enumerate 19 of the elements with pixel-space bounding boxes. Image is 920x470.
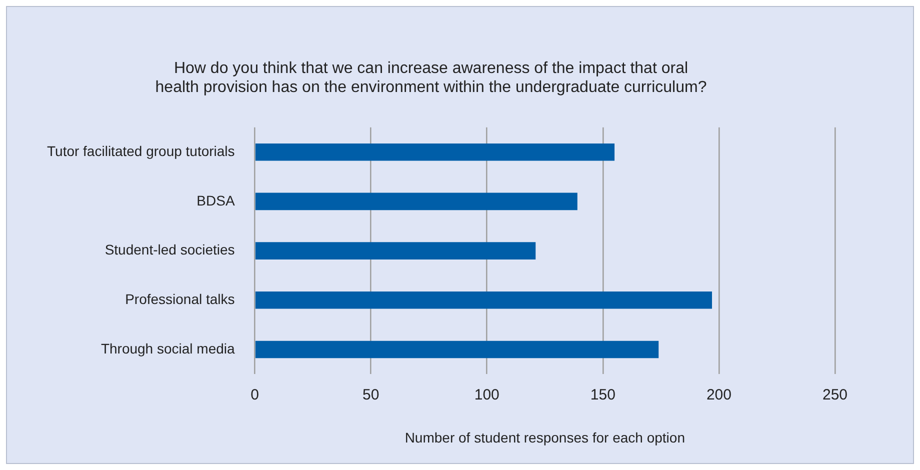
- y-tick-label: Professional talks: [125, 291, 235, 308]
- bar: [255, 242, 536, 260]
- x-tick-label: 150: [590, 386, 616, 404]
- text: health provision has on the environment within the undergraduate curriculum?: [155, 79, 707, 96]
- text: How do you think that we can increase awareness of the impact that oral: [174, 60, 688, 78]
- y-tick-label: BDSA: [196, 192, 236, 208]
- bar: [255, 340, 659, 358]
- bar: [255, 192, 578, 210]
- x-tick-label: 200: [706, 386, 732, 404]
- y-tick-label: Through social media: [100, 340, 235, 356]
- y-tick-label: Student-led societies: [104, 242, 235, 258]
- y-tick-label: Tutor facilitated group tutorials: [47, 142, 235, 159]
- bar: [255, 292, 712, 309]
- x-tick-label: 250: [822, 386, 848, 404]
- x-axis-title: Number of student responses for each option: [404, 429, 685, 446]
- bar: [255, 143, 615, 161]
- x-tick-label: 0: [250, 386, 259, 404]
- x-tick-label: 100: [474, 386, 500, 404]
- x-tick-label: 50: [362, 386, 380, 404]
